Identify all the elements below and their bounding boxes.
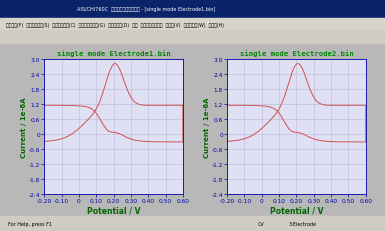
Title: single mode Electrode2.bin: single mode Electrode2.bin	[239, 50, 353, 57]
Text: CV: CV	[258, 221, 265, 226]
Text: ファイル(F)  セットアップ(S)  コントロール(C)  グラフィックス(G)  データ分析(D)  分析  シミュレーション  ビュー(V)  ウインドウ: ファイル(F) セットアップ(S) コントロール(C) グラフィックス(G) デ…	[7, 22, 224, 27]
Text: AIS/CHI760C  電気化学アナライザー - [single mode Electrode1.bin]: AIS/CHI760C 電気化学アナライザー - [single mode El…	[77, 7, 216, 12]
Title: single mode Electrode1.bin: single mode Electrode1.bin	[57, 50, 171, 57]
Y-axis label: Current / 1e-6A: Current / 1e-6A	[21, 97, 27, 157]
Text: For Help, press F1: For Help, press F1	[8, 221, 52, 226]
Text: 3-Electrode: 3-Electrode	[289, 221, 317, 226]
X-axis label: Potential / V: Potential / V	[87, 206, 140, 215]
X-axis label: Potential / V: Potential / V	[270, 206, 323, 215]
Y-axis label: Current / 1e-6A: Current / 1e-6A	[204, 97, 210, 157]
